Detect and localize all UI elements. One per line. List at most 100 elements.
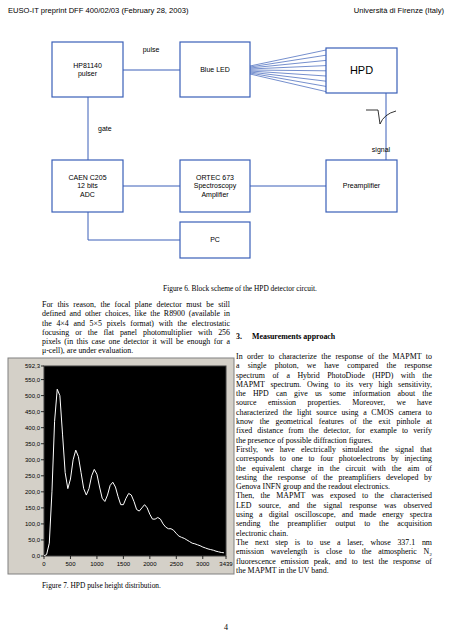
node-box xyxy=(52,42,123,97)
y-tick xyxy=(41,443,44,444)
y-tick-label: 100,0 xyxy=(25,521,41,527)
edge-label: signal xyxy=(372,146,391,154)
y-tick-label: 300,0 xyxy=(25,457,41,463)
plot-data xyxy=(44,389,224,556)
node-label: Spectroscopy xyxy=(194,182,237,190)
y-tick-label: 250,0 xyxy=(25,473,41,479)
y-tick-label: 50,0 xyxy=(28,537,40,543)
y-tick xyxy=(41,427,44,428)
y-tick xyxy=(41,523,44,524)
text-line: the 4×4 and 5×5 pixels format) with the … xyxy=(42,319,230,328)
chart: 0,050,0100,0150,0200,0250,0300,0350,0400… xyxy=(8,358,234,574)
text-line: source emission properties. Moreover, we… xyxy=(236,398,432,407)
y-tick-label: 550,0 xyxy=(25,377,41,383)
x-tick xyxy=(123,556,124,559)
y-tick-label: 350,0 xyxy=(25,441,41,447)
node-label: HP81140 xyxy=(73,62,102,69)
y-tick xyxy=(41,459,44,460)
node-box xyxy=(180,160,250,212)
y-tick-label: 400,0 xyxy=(25,425,41,431)
y-tick-label: 500,0 xyxy=(25,393,41,399)
x-tick-label: 2500 xyxy=(170,561,184,567)
x-tick xyxy=(96,556,97,559)
left-column: For this reason, the focal plane detecto… xyxy=(42,300,230,356)
text-line: μ-cell), are under evaluation. xyxy=(42,346,230,355)
caption: Figure 6. Block scheme of the HPD detect… xyxy=(163,284,317,293)
text-line: a single photon, we have compared the re… xyxy=(236,361,432,370)
y-tick xyxy=(41,507,44,508)
y-tick xyxy=(41,379,44,380)
connector xyxy=(88,240,180,241)
text-line: the HPD can give us some information abo… xyxy=(236,389,432,398)
edge-label: gate xyxy=(98,125,112,133)
light-ray xyxy=(250,74,326,92)
header-right: Università di Firenze (Italy) xyxy=(354,6,445,15)
node-label: Preamplifier xyxy=(343,182,381,190)
y-tick-label: 592,3 xyxy=(25,363,41,369)
x-tick-label: 3439 xyxy=(219,561,233,567)
header-left: EUSO-IT preprint DFF 400/02/03 (February… xyxy=(8,6,189,15)
text-line: Genova INFN group and the readout electr… xyxy=(236,482,432,491)
node-label: 12 bits xyxy=(77,182,98,189)
x-tick-label: 1500 xyxy=(117,561,131,567)
plot-area xyxy=(44,366,226,556)
node-box xyxy=(180,42,250,97)
signal-icon xyxy=(366,110,396,124)
page-number: 4 xyxy=(224,623,228,632)
light-ray xyxy=(250,70,326,72)
light-ray xyxy=(250,73,326,86)
node-box xyxy=(52,160,123,212)
x-tick xyxy=(149,556,150,559)
light-ray xyxy=(250,50,326,66)
text-line: focusing or the flat panel photomultipli… xyxy=(42,328,230,337)
x-tick xyxy=(70,556,71,559)
section-title: Measurements approach xyxy=(252,332,335,341)
y-tick-label: 0,0 xyxy=(32,553,41,559)
x-tick xyxy=(44,556,45,559)
connector xyxy=(123,186,180,187)
caption: Figure 7. HPD pulse height distribution. xyxy=(42,581,161,590)
x-tick xyxy=(176,556,177,559)
text-line: electronic chain. xyxy=(236,529,432,538)
x-tick-label: 2000 xyxy=(143,561,157,567)
page: {"header":{"left":"EUSO-IT preprint DFF … xyxy=(0,0,452,640)
node-box xyxy=(326,48,397,93)
x-tick xyxy=(226,556,227,559)
text-line: the equivalent charge in the circuit wit… xyxy=(236,464,432,473)
text-line: testing the response of the preamplifier… xyxy=(236,473,432,482)
y-tick-label: 150,0 xyxy=(25,505,41,511)
x-tick-label: 3000 xyxy=(196,561,210,567)
connector xyxy=(250,186,326,187)
y-tick-label: 450,0 xyxy=(25,409,41,415)
connector xyxy=(123,70,180,71)
node-label: HPD xyxy=(350,64,373,76)
node-label: ADC xyxy=(80,191,95,198)
y-tick xyxy=(41,475,44,476)
light-ray xyxy=(250,60,326,68)
connector xyxy=(88,97,89,160)
text-line: the presence of possible diffraction fig… xyxy=(236,436,432,445)
figure-6: HP81140pulserBlue LEDHPDCAEN C20512 bits… xyxy=(52,42,397,258)
text-line: defined and other choices, like the R890… xyxy=(42,309,230,318)
text-line: pixels (in this case one detector it wil… xyxy=(42,337,230,346)
node-label: ORTEC 673 xyxy=(196,174,234,181)
text-line: the MAPMT in the UV band. xyxy=(236,566,432,575)
y-tick xyxy=(41,411,44,412)
section-number: 3. xyxy=(236,332,252,341)
y-tick xyxy=(41,539,44,540)
x-tick-label: 1000 xyxy=(90,561,104,567)
text-line: For this reason, the focal plane detecto… xyxy=(42,300,230,309)
light-ray xyxy=(250,55,326,67)
light-ray xyxy=(250,66,326,69)
text-line: fluorescence emission peak, and to test … xyxy=(236,557,432,566)
edge-label: pulse xyxy=(143,46,160,54)
text-line: MAPMT spectrum. Owing to its very high s… xyxy=(236,380,432,389)
node-box xyxy=(326,160,397,212)
connector xyxy=(88,212,89,240)
y-tick xyxy=(41,395,44,396)
node-label: Blue LED xyxy=(200,66,230,73)
right-column: In order to characterize the response of… xyxy=(236,352,432,575)
text-line: corresponds to one to four photoelectron… xyxy=(236,454,432,463)
text-line: fixed distance from the detector, for ex… xyxy=(236,426,432,435)
section-heading: 3.Measurements approach xyxy=(236,332,432,341)
